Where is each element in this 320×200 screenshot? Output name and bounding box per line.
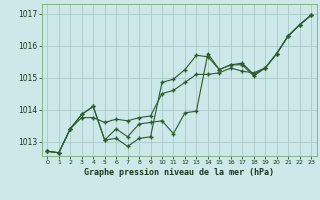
X-axis label: Graphe pression niveau de la mer (hPa): Graphe pression niveau de la mer (hPa) (84, 168, 274, 177)
